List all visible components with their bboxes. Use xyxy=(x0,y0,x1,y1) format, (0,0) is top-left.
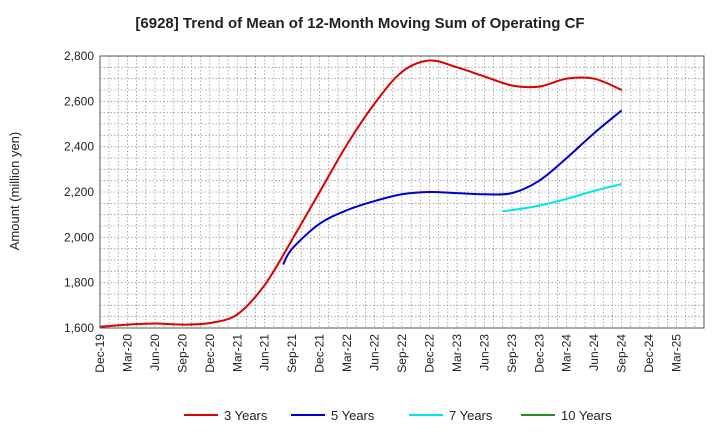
y-axis-label: Amount (million yen) xyxy=(7,132,22,251)
x-tick-label: Jun-21 xyxy=(258,334,272,371)
x-tick-labels: Dec-19 Mar-20 Jun-20 Sep-20 Dec-20 Mar-21 Jun-… xyxy=(93,334,684,373)
series-line-5-years xyxy=(282,109,623,266)
x-tick-label: Sep-21 xyxy=(285,334,299,373)
legend: 3 Years 5 Years 7 Years 10 Years xyxy=(184,408,612,423)
x-tick-label: Jun-20 xyxy=(148,334,162,371)
x-tick-label: Sep-24 xyxy=(615,334,629,373)
x-tick-label: Mar-21 xyxy=(230,334,244,372)
x-tick-label: Sep-22 xyxy=(395,334,409,373)
y-tick-label: 2,800 xyxy=(64,49,94,63)
x-tick-label: Mar-23 xyxy=(450,334,464,372)
y-tick-label: 2,400 xyxy=(64,140,94,154)
x-tick-label: Dec-22 xyxy=(422,334,436,373)
x-tick-label: Dec-19 xyxy=(93,334,107,373)
plot-frame xyxy=(99,55,705,329)
series-line-7-years xyxy=(502,183,622,213)
x-tick-label: Dec-20 xyxy=(203,334,217,373)
series-line-3-years xyxy=(99,59,623,328)
x-tick-label: Mar-22 xyxy=(340,334,354,372)
x-tick-label: Jun-24 xyxy=(587,334,601,371)
x-tick-label: Dec-24 xyxy=(642,334,656,373)
chart-title: [6928] Trend of Mean of 12-Month Moving … xyxy=(135,15,584,32)
x-tick-label: Mar-24 xyxy=(560,334,574,372)
legend-label: 3 Years xyxy=(224,408,268,423)
x-tick-label: Jun-23 xyxy=(477,334,491,371)
legend-label: 5 Years xyxy=(331,408,375,423)
x-tick-label: Sep-23 xyxy=(505,334,519,373)
y-tick-labels: 1,600 1,800 2,000 2,200 2,400 2,600 2,800 xyxy=(64,49,94,335)
x-tick-label: Mar-20 xyxy=(120,334,134,372)
x-tick-label: Mar-25 xyxy=(670,334,684,372)
y-tick-label: 2,000 xyxy=(64,230,94,244)
legend-label: 7 Years xyxy=(449,408,493,423)
y-tick-label: 1,800 xyxy=(64,276,94,290)
x-tick-label: Dec-21 xyxy=(313,334,327,373)
series-lines xyxy=(99,59,623,328)
y-tick-label: 2,200 xyxy=(64,185,94,199)
x-tick-label: Dec-23 xyxy=(532,334,546,373)
y-tick-label: 1,600 xyxy=(64,321,94,335)
x-tick-label: Sep-20 xyxy=(175,334,189,373)
legend-label: 10 Years xyxy=(561,408,612,423)
x-tick-label: Jun-22 xyxy=(368,334,382,371)
grid xyxy=(100,56,704,328)
y-tick-label: 2,600 xyxy=(64,94,94,108)
